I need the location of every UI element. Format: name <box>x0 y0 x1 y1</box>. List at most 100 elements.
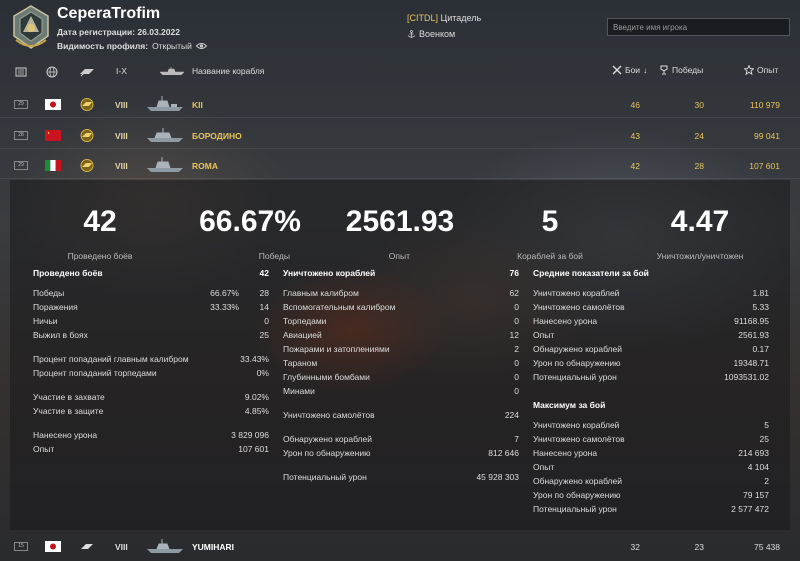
stat-value: 812 646 <box>488 448 519 458</box>
star-icon <box>744 65 754 75</box>
stat-label: Ничьи <box>33 316 58 326</box>
stat-label: Опыт <box>33 444 55 454</box>
stat-value: 91168.95 <box>734 316 769 326</box>
kills-stats-heading: Уничтожено кораблей 76 <box>283 268 519 286</box>
stat-row: Процент попаданий торпедами 0% <box>33 366 269 380</box>
stat-label: Обнаружено кораблей <box>283 434 372 444</box>
clan-link[interactable]: [CITDL] Цитадель <box>407 13 481 23</box>
general-stats-total: 42 <box>259 268 269 278</box>
battleship-type-icon <box>80 159 94 172</box>
stat-label: Обнаружено кораблей <box>533 344 622 354</box>
clan-tag: [CITDL] <box>407 13 439 23</box>
trophy-icon <box>660 65 668 75</box>
ship-row-borodino[interactable]: 28 VIII БОРОДИНО 43 24 99 041 <box>0 121 800 149</box>
eye-icon[interactable] <box>195 42 207 50</box>
kills-stats-column: Уничтожено кораблей 76 Главным калибром 6… <box>283 268 519 484</box>
ship-level-badge: 15 <box>14 542 28 551</box>
general-stats-column: Проведено боёв 42 Победы 66.67% 28 Поражен… <box>33 268 269 456</box>
stat-row: Участие в захвате 9.02% <box>33 390 269 404</box>
stat-label: Уничтожено самолётов <box>533 434 625 444</box>
ship-xp: 110 979 <box>749 100 780 110</box>
summary-xp-value: 2561.93 <box>345 205 455 238</box>
stat-value: 5 <box>764 420 769 430</box>
rank-label: Военком <box>419 29 456 39</box>
stat-label: Уничтожено кораблей <box>533 420 620 430</box>
stat-row: Уничтожено самолётов 5.33 <box>533 300 769 314</box>
stat-label: Победы <box>33 288 65 298</box>
stat-label: Опыт <box>533 462 555 472</box>
stat-row: Процент попаданий главным калибром 33.43% <box>33 352 269 366</box>
ship-type-icon[interactable] <box>79 67 95 77</box>
column-battles[interactable]: Бои ↓ <box>612 65 647 75</box>
stat-value: 0 <box>514 372 519 382</box>
stat-row: Пожарами и затоплениями 2 <box>283 342 519 356</box>
summary-winrate-label: Победы <box>258 251 290 261</box>
stat-label: Пожарами и затоплениями <box>283 344 390 354</box>
spacer <box>33 380 269 390</box>
globe-icon[interactable] <box>46 66 58 78</box>
stat-label: Урон по обнаружению <box>533 358 621 368</box>
registration-date: Дата регистрации: 26.03.2022 <box>57 27 180 37</box>
stat-row: Уничтожено кораблей 5 <box>533 418 769 432</box>
average-stats-title: Средние показатели за бой <box>533 268 649 278</box>
stat-value: 0.17 <box>752 344 769 354</box>
visibility-label: Видимость профиля: <box>57 41 149 51</box>
ship-xp: 99 041 <box>754 131 780 141</box>
ship-row-roma[interactable]: 29 VIII ROMA 42 28 107 601 <box>0 151 800 179</box>
summary-xp-label: Опыт <box>388 251 410 261</box>
stat-value: 5.33 <box>752 302 769 312</box>
filter-level-icon[interactable] <box>15 67 27 77</box>
stat-label: Участие в защите <box>33 406 104 416</box>
stat-label: Участие в захвате <box>33 392 105 402</box>
stat-row: Обнаружено кораблей 7 <box>283 432 519 446</box>
stat-value: 45 928 303 <box>476 472 519 482</box>
stat-label: Поражения <box>33 302 78 312</box>
average-stats-column: Средние показатели за бой Уничтожено кор… <box>533 268 769 516</box>
clan-name: Цитадель <box>440 13 482 23</box>
spacer <box>283 422 519 432</box>
stat-value: 12 <box>509 330 519 340</box>
max-stats-title: Максимум за бой <box>533 400 606 410</box>
stat-row: Потенциальный урон 2 577 472 <box>533 502 769 516</box>
stat-row: Нанесено урона 3 829 096 <box>33 428 269 442</box>
japan-flag-icon <box>45 541 61 552</box>
stat-value: 0 <box>514 316 519 326</box>
stat-label: Глубинными бомбами <box>283 372 370 382</box>
stat-value: 0 <box>514 358 519 368</box>
general-stats-heading: Проведено боёв 42 <box>33 268 269 286</box>
stat-label: Урон по обнаружению <box>283 448 371 458</box>
ship-image <box>147 157 183 172</box>
ussr-flag-icon <box>45 130 61 141</box>
stat-value: 25 <box>759 434 769 444</box>
ship-tier: VIII <box>115 161 128 171</box>
stat-row: Участие в защите 4.85% <box>33 404 269 418</box>
general-stats-title: Проведено боёв <box>33 268 103 278</box>
stat-label: Процент попаданий главным калибром <box>33 354 189 364</box>
ship-row-kii[interactable]: 29 VIII KII 46 30 110 979 <box>0 90 800 118</box>
stat-row: Уничтожено кораблей 1.81 <box>533 286 769 300</box>
ship-row-yumihari[interactable]: 15 VIII YUMIHARI 32 23 75 438 <box>0 532 800 558</box>
stat-label: Нанесено урона <box>533 448 598 458</box>
column-ship-name[interactable]: Название корабля <box>192 66 265 76</box>
ship-wins: 24 <box>694 131 704 141</box>
ship-image <box>147 128 183 142</box>
column-wins[interactable]: Победы <box>659 65 703 75</box>
rank-emblem-icon <box>13 5 49 49</box>
stat-row: Уничтожено самолётов 25 <box>533 432 769 446</box>
column-xp[interactable]: Опыт <box>744 65 778 75</box>
stat-label: Потенциальный урон <box>283 472 367 482</box>
stat-label: Нанесено урона <box>533 316 598 326</box>
stat-value: 1.81 <box>752 288 769 298</box>
ship-xp: 107 601 <box>749 161 780 171</box>
stat-value: 2 <box>764 476 769 486</box>
stat-row: Урон по обнаружению 79 157 <box>533 488 769 502</box>
ship-wins: 28 <box>694 161 704 171</box>
stat-label: Уничтожено самолётов <box>533 302 625 312</box>
summary-kills-label: Кораблей за бой <box>517 251 583 261</box>
tier-filter[interactable]: I-X <box>116 66 127 76</box>
stat-label: Процент попаданий торпедами <box>33 368 157 378</box>
stat-row: Минами 0 <box>283 384 519 398</box>
player-search-input[interactable] <box>607 18 790 36</box>
ship-level-badge: 28 <box>14 131 28 140</box>
stat-value: 0% <box>256 368 269 378</box>
